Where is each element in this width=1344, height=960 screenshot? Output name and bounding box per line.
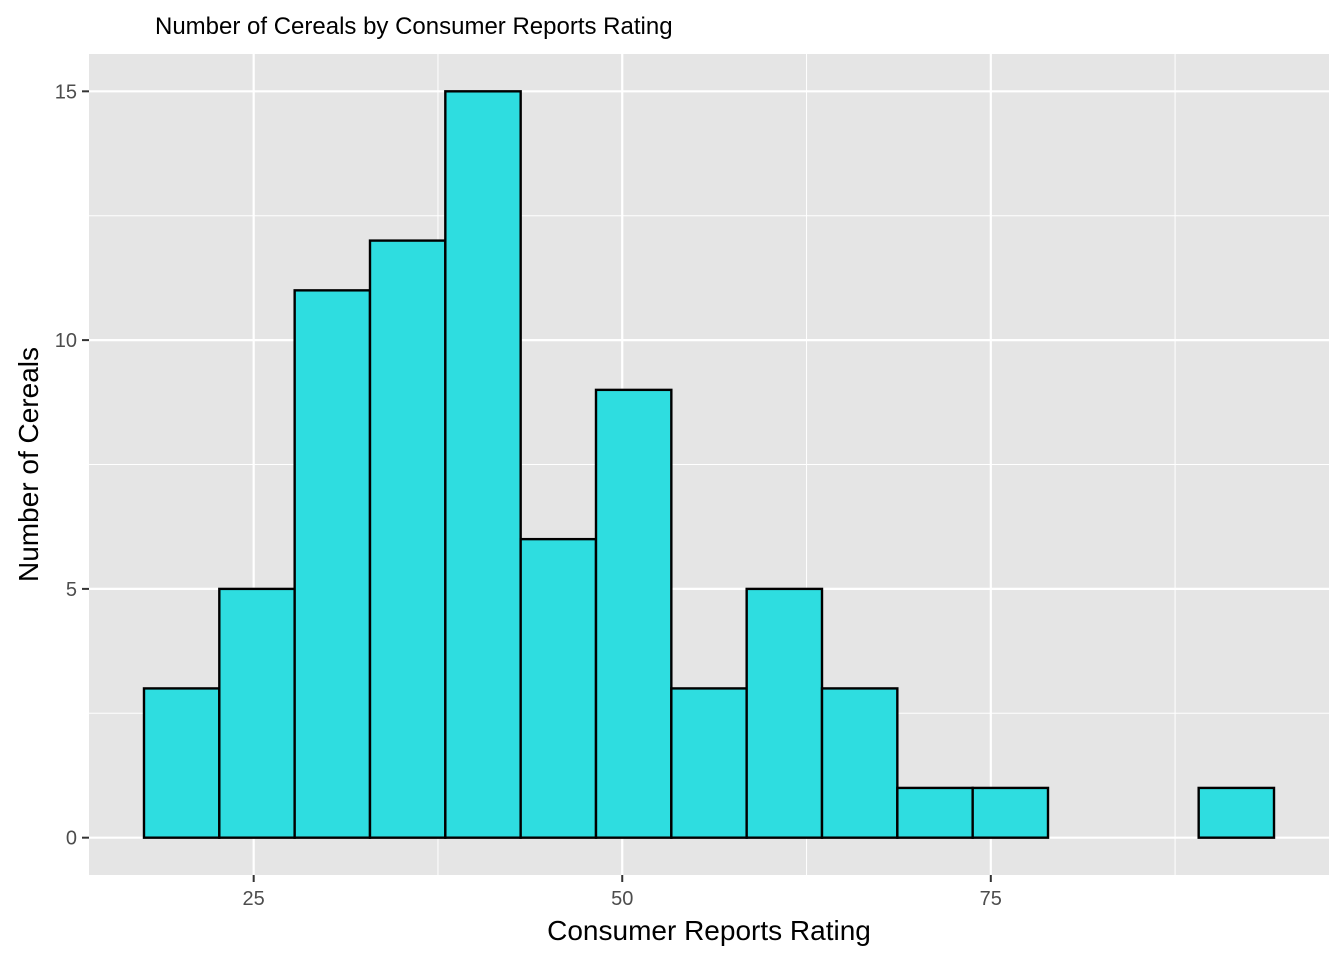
y-tick-label: 10 xyxy=(55,330,77,352)
chart-title: Number of Cereals by Consumer Reports Ra… xyxy=(155,13,673,40)
histogram-bar-7 xyxy=(594,388,673,839)
histogram-bar-2 xyxy=(218,587,296,839)
histogram-bar-8 xyxy=(670,687,748,839)
x-tick-label: 75 xyxy=(980,888,1002,910)
histogram-bar-1 xyxy=(142,687,221,839)
y-axis-title: Number of Cereals xyxy=(13,347,44,582)
bars xyxy=(142,90,1276,839)
y-tick-label: 15 xyxy=(55,81,77,103)
axes: 0 5 10 15 25 50 75 xyxy=(55,81,1002,910)
histogram-bar-4 xyxy=(368,239,447,839)
x-axis-title: Consumer Reports Rating xyxy=(547,915,871,946)
histogram-bar-12 xyxy=(971,786,1050,839)
histogram-bar-15 xyxy=(1197,786,1276,839)
y-tick-label: 0 xyxy=(66,828,77,850)
histogram-bar-10 xyxy=(820,687,899,839)
histogram-bar-9 xyxy=(745,587,824,839)
y-tick-label: 5 xyxy=(66,579,77,601)
histogram-bar-3 xyxy=(293,289,372,839)
histogram-bar-6 xyxy=(519,537,598,839)
histogram-bar-11 xyxy=(896,786,974,839)
x-tick-label: 25 xyxy=(243,888,265,910)
histogram-bar-5 xyxy=(444,90,522,839)
x-tick-label: 50 xyxy=(611,888,633,910)
